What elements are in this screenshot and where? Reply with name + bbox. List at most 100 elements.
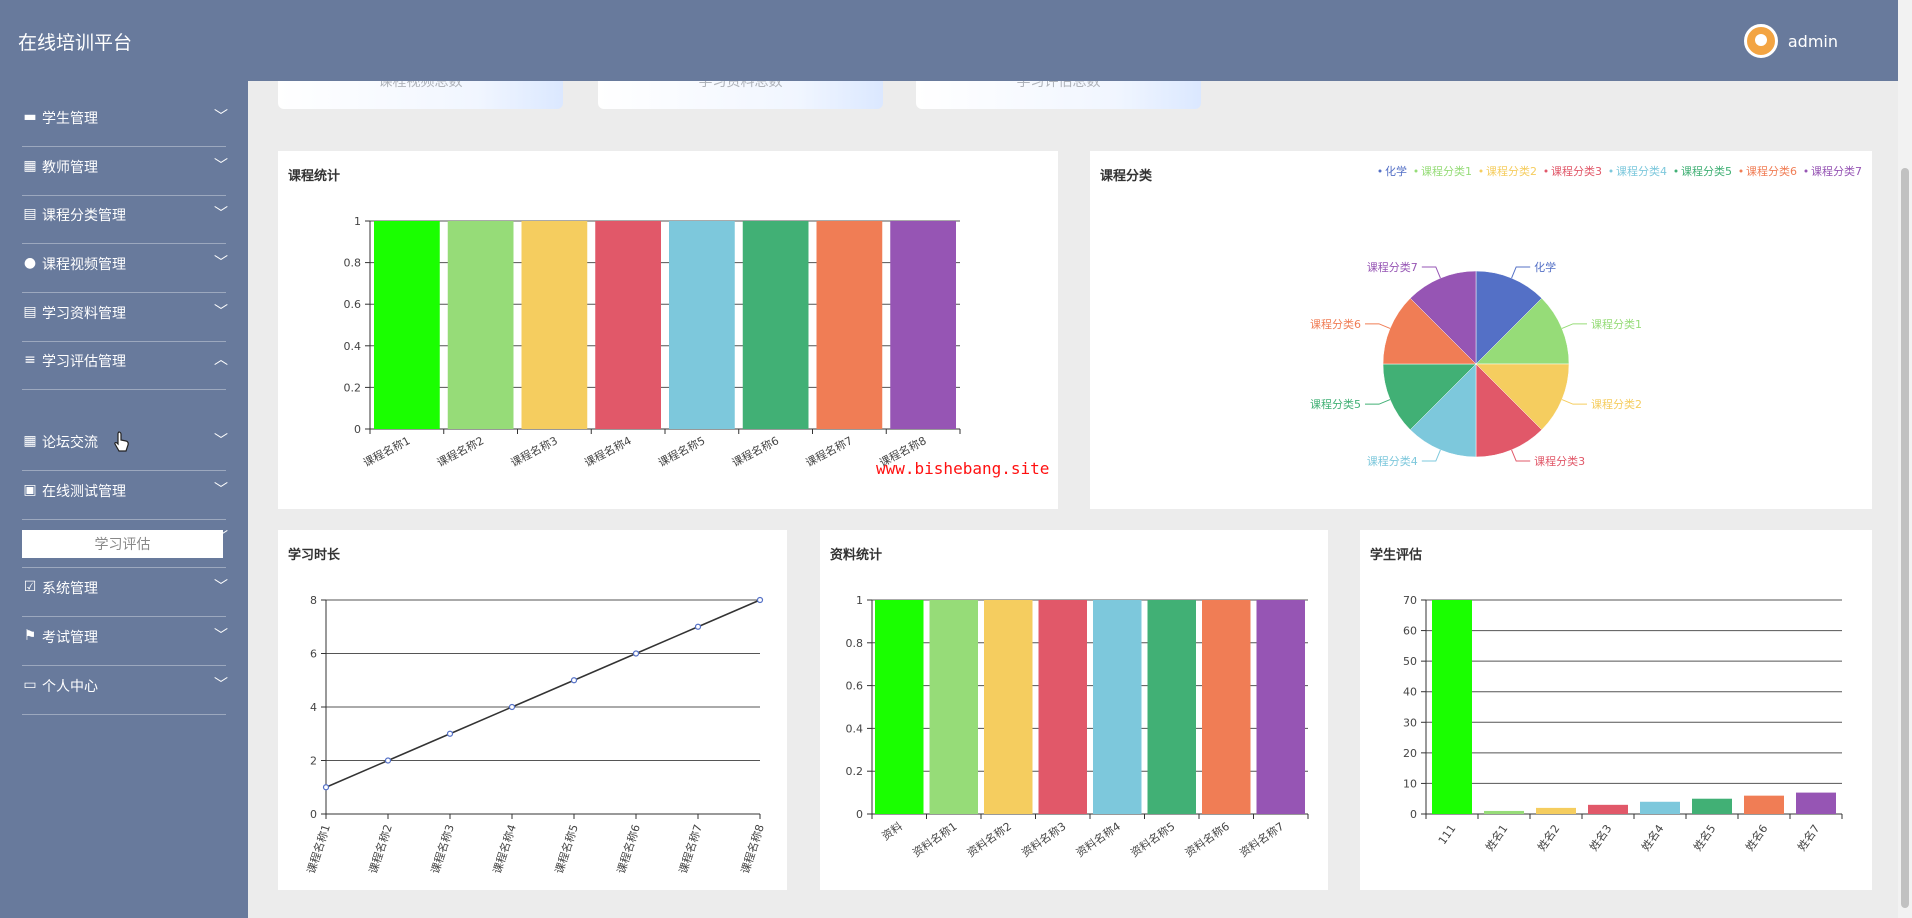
sidebar-item-7[interactable]: ▦ 论坛交流 ﹀ xyxy=(0,413,248,471)
sidebar-item-label: 在线测试管理 xyxy=(42,484,126,500)
x-tick-label: 资料名称2 xyxy=(964,819,1014,860)
pie-label-line xyxy=(1421,266,1441,279)
chevron-down-icon[interactable]: ﹀ xyxy=(214,255,228,271)
page-scrollbar[interactable] xyxy=(1898,0,1912,918)
scrollbar-thumb[interactable] xyxy=(1901,168,1909,908)
chevron-down-icon[interactable]: ﹀ xyxy=(214,206,228,222)
mouse-pointer-icon xyxy=(114,431,129,452)
y-tick-label: 0 xyxy=(354,423,361,436)
panel-title: 课程分类 xyxy=(1100,169,1153,184)
sliders-icon: ≡ xyxy=(24,352,36,368)
chevron-down-icon[interactable]: ﹀ xyxy=(214,304,228,320)
sidebar-item-5[interactable]: ▤ 学习资料管理 ﹀ xyxy=(0,284,248,342)
y-tick-label: 0.2 xyxy=(846,765,864,778)
menu-divider xyxy=(22,341,226,342)
chevron-down-icon[interactable]: ﹀ xyxy=(214,579,228,595)
learning-assessment-total-card[interactable]: 学习评估总数 xyxy=(916,81,1201,109)
chevron-down-icon[interactable]: ﹀ xyxy=(214,433,228,449)
y-tick-label: 0 xyxy=(856,808,863,821)
sidebar-item-label: 考试管理 xyxy=(42,630,98,646)
x-tick-label: 课程名称5 xyxy=(656,433,708,469)
legend-label: 课程分类3 xyxy=(1551,164,1602,178)
menu-divider xyxy=(22,665,226,666)
pie-label: 课程分类4 xyxy=(1367,454,1418,468)
x-tick-label: 姓名1 xyxy=(1482,822,1510,854)
x-tick-label: 课程名称7 xyxy=(803,433,855,469)
sidebar-item-4[interactable]: ● 课程视频管理 ﹀ xyxy=(0,235,248,293)
y-tick-label: 70 xyxy=(1403,594,1417,607)
pie-label-line xyxy=(1364,323,1391,329)
legend-marker xyxy=(1378,169,1382,173)
x-tick-label: 课程名称6 xyxy=(729,433,781,469)
x-tick-label: 课程名称1 xyxy=(361,433,413,469)
sidebar-item-8[interactable]: ▣ 在线测试管理 ﹀ xyxy=(0,462,248,520)
x-tick-label: 姓名2 xyxy=(1534,822,1562,854)
data-point xyxy=(446,730,454,737)
menu-divider xyxy=(22,243,226,244)
bar xyxy=(1588,804,1628,814)
pie-label-line xyxy=(1561,399,1588,405)
learning-material-total-card[interactable]: 学习资料总数 xyxy=(598,81,883,109)
y-tick-label: 40 xyxy=(1403,686,1417,699)
bar xyxy=(595,221,661,429)
x-tick-label: 姓名5 xyxy=(1690,822,1718,854)
sidebar-item-label: 学习资料管理 xyxy=(42,306,126,322)
sidebar-item-3[interactable]: ▤ 课程分类管理 ﹀ xyxy=(0,186,248,244)
bar xyxy=(742,221,809,429)
series-line xyxy=(325,599,761,788)
legend-marker xyxy=(1414,169,1418,173)
x-tick-label: 资料名称7 xyxy=(1237,819,1287,860)
legend-marker xyxy=(1479,169,1483,173)
sidebar-item-6[interactable]: ≡ 学习评估管理 ︿ xyxy=(0,332,248,390)
sidebar-item-label: 教师管理 xyxy=(42,160,98,176)
course-video-total-card[interactable]: 课程视频总数 xyxy=(278,81,563,109)
legend-label: 化学 xyxy=(1385,164,1407,178)
bar xyxy=(1147,600,1196,814)
legend-label: 课程分类5 xyxy=(1681,164,1732,178)
avatar[interactable] xyxy=(1743,24,1778,58)
pie-label-line xyxy=(1511,266,1531,279)
sidebar-item-12[interactable]: ▭ 个人中心 ﹀ xyxy=(0,657,248,715)
chevron-down-icon[interactable]: ﹀ xyxy=(214,158,228,174)
chevron-up-icon[interactable]: ︿ xyxy=(214,352,228,368)
x-tick-label: 资料名称3 xyxy=(1019,819,1069,860)
x-tick-label: 课程名称5 xyxy=(552,823,581,876)
pie-label: 课程分类3 xyxy=(1534,454,1585,468)
username[interactable]: admin xyxy=(1787,31,1838,51)
menu-divider xyxy=(22,567,226,568)
submenu-item-learning-assessment[interactable]: 学习评估 xyxy=(22,530,223,558)
x-tick-label: 姓名4 xyxy=(1638,822,1666,854)
chevron-down-icon[interactable]: ﹀ xyxy=(214,109,228,125)
bar xyxy=(1744,795,1784,814)
sidebar-item-label: 系统管理 xyxy=(42,581,98,597)
y-tick-label: 20 xyxy=(1403,747,1417,760)
sidebar-item-2[interactable]: ▦ 教师管理 ﹀ xyxy=(0,138,248,196)
legend-marker xyxy=(1609,169,1613,173)
y-tick-label: 0.8 xyxy=(846,637,864,650)
pie-label: 课程分类1 xyxy=(1591,317,1642,331)
sidebar-item-10[interactable]: ☑ 系统管理 ﹀ xyxy=(0,559,248,617)
y-tick-label: 0.4 xyxy=(344,340,362,353)
y-tick-label: 30 xyxy=(1403,716,1417,729)
dashboard-content: 课程视频总数 学习资料总数 学习评估总数 课程统计 0 0.2 0.4 0.6 0.8 1… xyxy=(248,81,1898,918)
clipboard-icon: ▤ xyxy=(23,304,37,320)
monitor-icon: ▬ xyxy=(23,109,37,125)
chevron-down-icon[interactable]: ﹀ xyxy=(214,482,228,498)
user-menu[interactable]: admin xyxy=(1743,24,1838,58)
menu-divider xyxy=(22,195,226,196)
x-tick-label: 资料名称5 xyxy=(1128,819,1178,860)
flag-icon: ⚑ xyxy=(23,628,37,644)
sidebar-item-11[interactable]: ⚑ 考试管理 ﹀ xyxy=(0,608,248,666)
bar xyxy=(1692,798,1732,814)
x-tick-label: 课程名称6 xyxy=(614,823,643,876)
y-tick-label: 0.4 xyxy=(846,722,864,735)
bar xyxy=(447,221,514,429)
x-tick-label: 课程名称8 xyxy=(738,823,767,876)
bar xyxy=(374,221,440,429)
sidebar-item-1[interactable]: ▬ 学生管理 ﹀ xyxy=(0,89,248,147)
chevron-down-icon[interactable]: ﹀ xyxy=(214,628,228,644)
bar xyxy=(1796,792,1836,814)
legend-label: 课程分类2 xyxy=(1486,164,1537,178)
chevron-down-icon[interactable]: ﹀ xyxy=(214,677,228,693)
y-tick-label: 2 xyxy=(310,755,317,768)
